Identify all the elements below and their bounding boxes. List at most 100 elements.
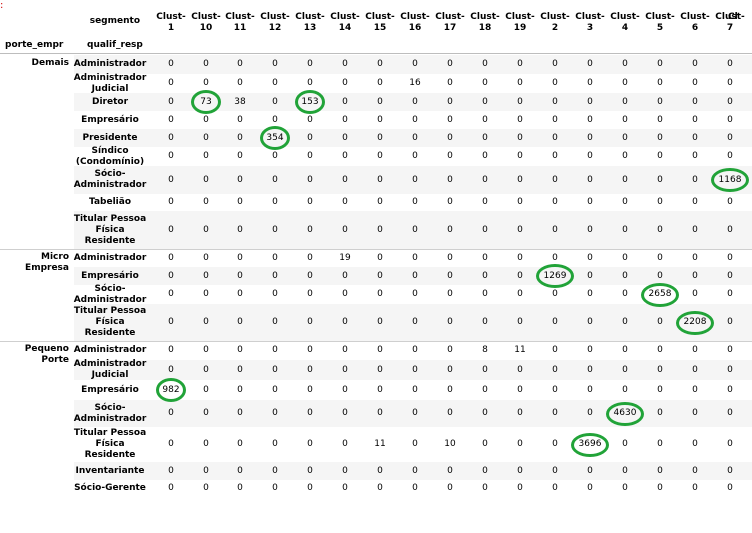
label-line: Clust- <box>470 12 500 22</box>
table-cell: 0 <box>552 364 558 375</box>
table-cell: 0 <box>587 317 593 327</box>
table-cell: 0 <box>692 78 698 88</box>
column-header: Clust- 15 <box>363 12 397 34</box>
margin-mark: : <box>0 0 4 11</box>
table-cell: 0 <box>203 270 209 281</box>
column-header: Clust- 17 <box>433 12 467 34</box>
row-label: Administrador <box>70 253 150 264</box>
table-cell: 11 <box>374 439 386 449</box>
table-cell: 0 <box>692 252 698 263</box>
label-line: Residente <box>84 450 136 460</box>
table-cell: 0 <box>727 197 733 207</box>
table-cell: 0 <box>377 224 383 235</box>
label-line: Residente <box>84 235 136 246</box>
table-cell: 0 <box>307 224 313 235</box>
table-cell: 0 <box>482 78 488 88</box>
highlight-circle <box>571 432 609 457</box>
highlight-circle <box>295 90 325 114</box>
table-cell: 0 <box>168 96 174 107</box>
table-cell: 0 <box>168 151 174 161</box>
table-cell: 0 <box>447 408 453 418</box>
table-cell: 0 <box>727 408 733 418</box>
table-cell: 0 <box>237 252 243 263</box>
column-header: Clust- 10 <box>189 12 223 34</box>
table-cell: 0 <box>272 197 278 207</box>
index-title-qualif: qualif_resp <box>87 40 143 50</box>
table-cell: 0 <box>517 364 523 375</box>
table-cell: 0 <box>272 364 278 375</box>
table-cell: 38 <box>234 96 246 107</box>
table-cell: 0 <box>587 465 593 476</box>
table-cell: 0 <box>203 465 209 476</box>
highlight-circle <box>191 90 221 114</box>
table-cell: 0 <box>482 483 488 493</box>
table-cell: 0 <box>168 174 174 185</box>
table-cell: 0 <box>237 197 243 207</box>
label-line: Empresário <box>81 384 139 395</box>
table-cell: 0 <box>692 439 698 449</box>
label-line: Sócio- <box>94 283 126 294</box>
table-cell: 0 <box>552 151 558 161</box>
table-cell: 0 <box>377 465 383 476</box>
table-cell: 0 <box>587 96 593 107</box>
group-label: Demais <box>32 58 69 69</box>
table-cell: 0 <box>203 59 209 69</box>
table-cell: 0 <box>307 78 313 88</box>
label-line: 18 <box>478 23 492 33</box>
table-cell: 0 <box>552 96 558 107</box>
table-cell: 0 <box>552 483 558 493</box>
label-line: Administrador <box>73 359 147 369</box>
table-cell: 0 <box>412 364 418 375</box>
table-cell: 0 <box>307 252 313 263</box>
table-cell: 0 <box>622 174 628 185</box>
table-cell: 0 <box>517 252 523 263</box>
table-cell: 0 <box>203 78 209 88</box>
table-cell: 0 <box>168 270 174 281</box>
table-cell: 0 <box>692 408 698 418</box>
table-cell: 0 <box>342 289 348 299</box>
table-cell: 0 <box>482 132 488 143</box>
row-label: Presidente <box>70 133 150 144</box>
table-cell: 0 <box>342 114 348 125</box>
table-cell: 0 <box>622 114 628 125</box>
table-cell: 0 <box>482 384 488 395</box>
table-cell: 0 <box>482 59 488 69</box>
table-cell: 0 <box>272 345 278 355</box>
group-label: Micro Empresa <box>25 252 69 274</box>
table-cell: 0 <box>168 224 174 235</box>
label-line: Porte <box>41 355 69 365</box>
table-cell: 0 <box>307 270 313 281</box>
table-cell: 0 <box>307 174 313 185</box>
table-cell: 0 <box>692 224 698 235</box>
table-cell: 0 <box>622 96 628 107</box>
table-cell: 0 <box>552 114 558 125</box>
row-label: Administrador Judicial <box>70 359 150 381</box>
row-label: Inventariante <box>70 466 150 477</box>
label-line: Clust- <box>540 12 570 22</box>
table-cell: 0 <box>342 408 348 418</box>
table-cell: 0 <box>168 252 174 263</box>
table-cell: 0 <box>587 270 593 281</box>
table-cell: 0 <box>622 224 628 235</box>
table-cell: 11 <box>514 345 526 355</box>
row-label: Sócio- Administrador <box>70 169 150 191</box>
table-cell: 0 <box>168 345 174 355</box>
table-cell: 0 <box>412 114 418 125</box>
table-cell: 0 <box>168 59 174 69</box>
label-line: 17 <box>443 23 457 33</box>
row-label: Administrador <box>70 59 150 70</box>
table-cell: 0 <box>552 408 558 418</box>
table-cell: 0 <box>203 224 209 235</box>
column-header: Clust- 16 <box>398 12 432 34</box>
column-header: Clust- 12 <box>258 12 292 34</box>
table-cell: 0 <box>587 345 593 355</box>
column-header: Cl <box>728 12 752 23</box>
table-cell: 0 <box>272 174 278 185</box>
column-header: Clust- 13 <box>293 12 327 34</box>
table-cell: 0 <box>412 289 418 299</box>
table-cell: 0 <box>692 59 698 69</box>
group-divider <box>0 249 752 250</box>
table-cell: 19 <box>339 252 351 263</box>
label-line: Pequeno <box>24 344 69 354</box>
table-cell: 0 <box>377 132 383 143</box>
